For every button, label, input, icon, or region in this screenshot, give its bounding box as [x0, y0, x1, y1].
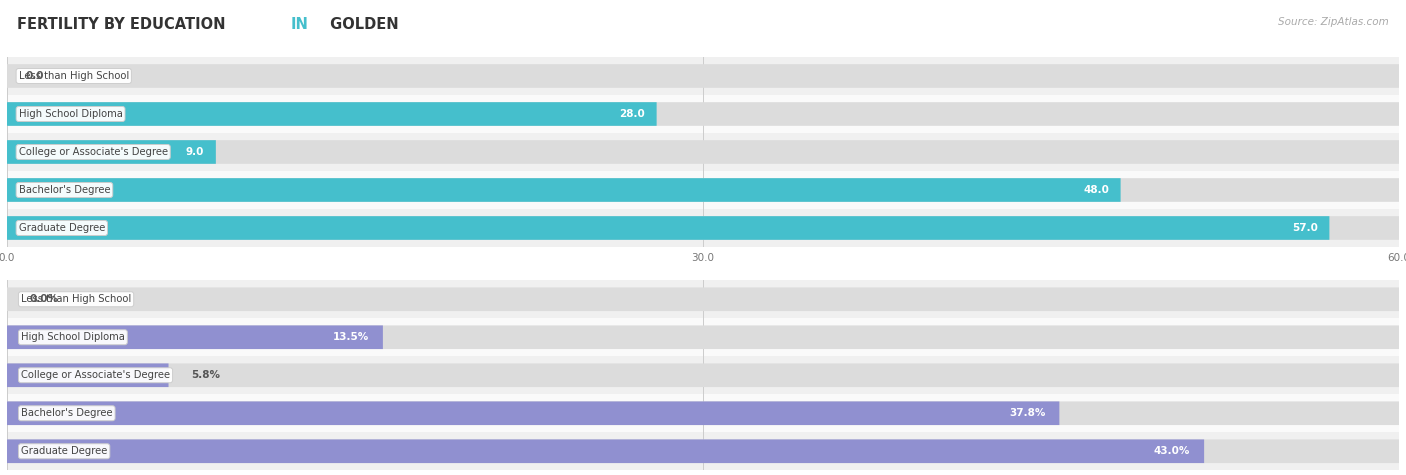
- Bar: [7, 57, 1399, 95]
- FancyBboxPatch shape: [7, 140, 217, 164]
- FancyBboxPatch shape: [7, 287, 1399, 311]
- FancyBboxPatch shape: [7, 178, 1399, 202]
- Text: FERTILITY BY EDUCATION: FERTILITY BY EDUCATION: [17, 17, 231, 32]
- Text: Source: ZipAtlas.com: Source: ZipAtlas.com: [1278, 17, 1389, 27]
- FancyBboxPatch shape: [7, 439, 1204, 463]
- Bar: [7, 356, 1399, 394]
- Text: 5.8%: 5.8%: [191, 370, 219, 380]
- Bar: [7, 318, 1399, 356]
- FancyBboxPatch shape: [7, 102, 1399, 126]
- FancyBboxPatch shape: [7, 363, 169, 387]
- FancyBboxPatch shape: [7, 216, 1399, 240]
- FancyBboxPatch shape: [7, 216, 1330, 240]
- Bar: [7, 95, 1399, 133]
- Text: 28.0: 28.0: [619, 109, 645, 119]
- Text: Less than High School: Less than High School: [18, 71, 129, 81]
- Text: GOLDEN: GOLDEN: [325, 17, 398, 32]
- Text: 37.8%: 37.8%: [1010, 408, 1046, 418]
- FancyBboxPatch shape: [7, 325, 1399, 349]
- FancyBboxPatch shape: [7, 401, 1399, 425]
- Bar: [7, 209, 1399, 247]
- Text: College or Associate's Degree: College or Associate's Degree: [18, 147, 167, 157]
- Text: Graduate Degree: Graduate Degree: [21, 446, 107, 456]
- FancyBboxPatch shape: [7, 439, 1399, 463]
- Text: College or Associate's Degree: College or Associate's Degree: [21, 370, 170, 380]
- Bar: [7, 171, 1399, 209]
- FancyBboxPatch shape: [7, 401, 1059, 425]
- Text: Graduate Degree: Graduate Degree: [18, 223, 105, 233]
- Text: 0.0: 0.0: [25, 71, 44, 81]
- FancyBboxPatch shape: [7, 64, 1399, 88]
- FancyBboxPatch shape: [7, 178, 1121, 202]
- Text: Bachelor's Degree: Bachelor's Degree: [21, 408, 112, 418]
- Bar: [7, 133, 1399, 171]
- Bar: [7, 280, 1399, 318]
- Text: 43.0%: 43.0%: [1154, 446, 1191, 456]
- FancyBboxPatch shape: [7, 140, 1399, 164]
- Text: 48.0: 48.0: [1083, 185, 1109, 195]
- Text: Bachelor's Degree: Bachelor's Degree: [18, 185, 110, 195]
- FancyBboxPatch shape: [7, 363, 1399, 387]
- Bar: [7, 432, 1399, 470]
- FancyBboxPatch shape: [7, 102, 657, 126]
- Text: 9.0: 9.0: [186, 147, 204, 157]
- Text: IN: IN: [291, 17, 309, 32]
- Text: Less than High School: Less than High School: [21, 294, 131, 304]
- Text: 13.5%: 13.5%: [333, 332, 368, 342]
- Bar: [7, 394, 1399, 432]
- FancyBboxPatch shape: [7, 325, 382, 349]
- Text: High School Diploma: High School Diploma: [18, 109, 122, 119]
- Text: High School Diploma: High School Diploma: [21, 332, 125, 342]
- Text: 0.0%: 0.0%: [30, 294, 58, 304]
- Text: 57.0: 57.0: [1292, 223, 1317, 233]
